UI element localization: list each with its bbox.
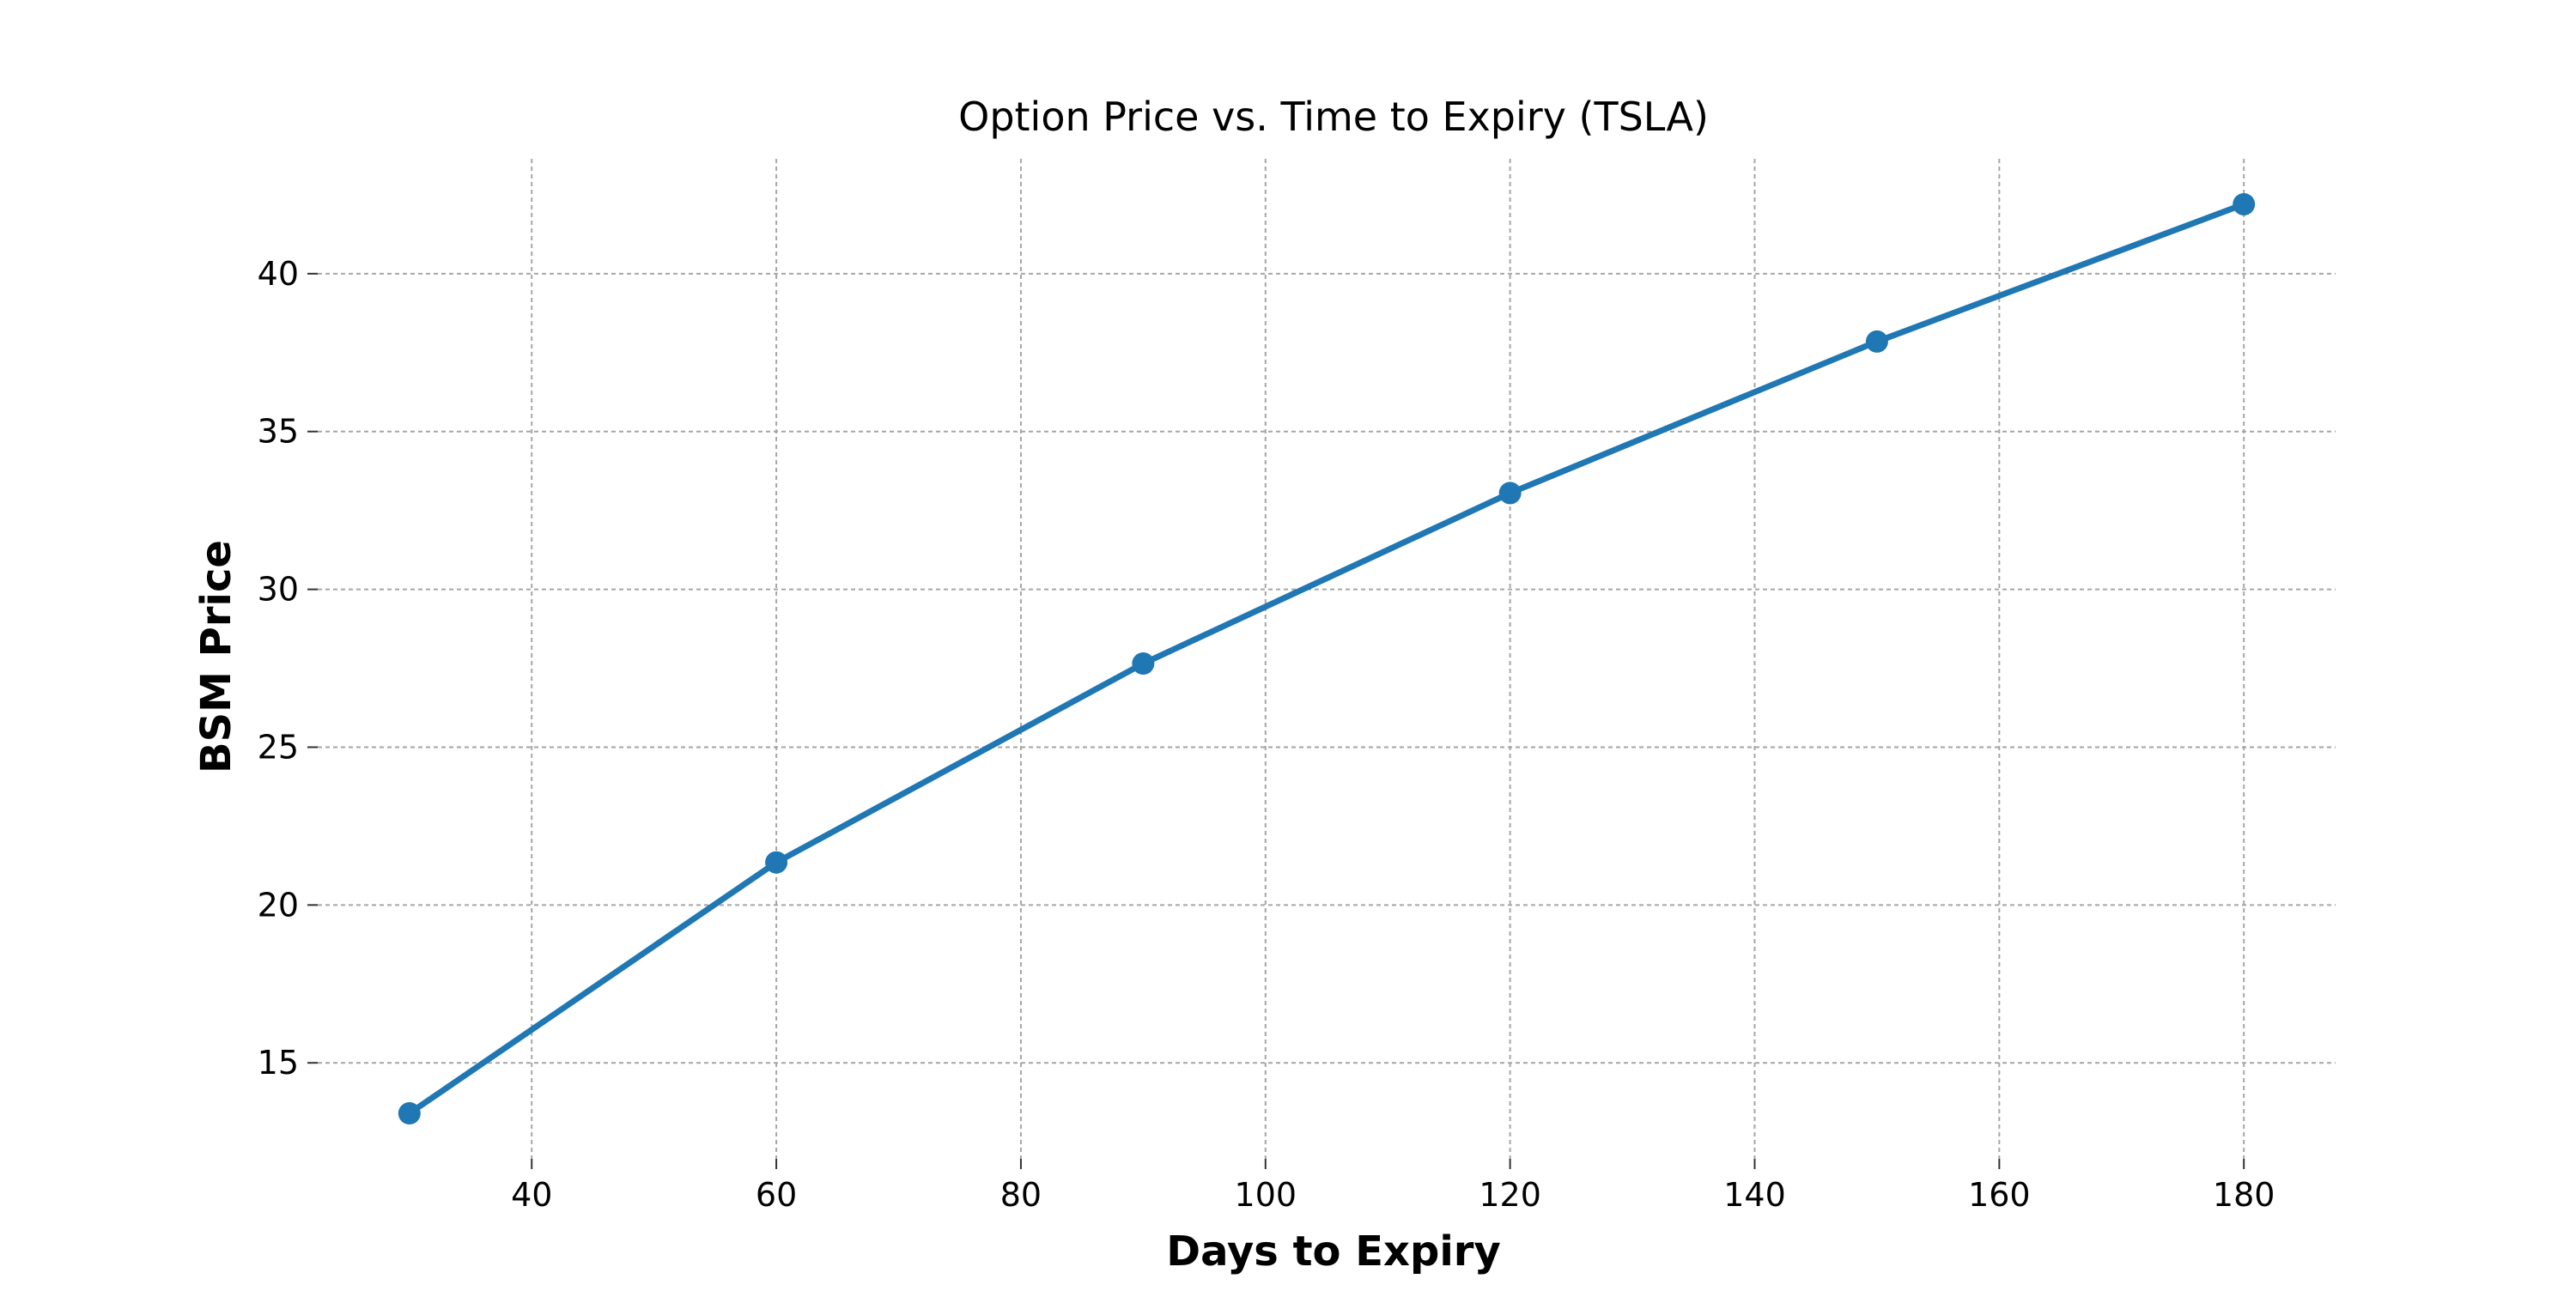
x-axis-label: Days to Expiry <box>1166 1227 1500 1276</box>
y-tick-label: 35 <box>258 413 299 451</box>
data-point <box>765 851 788 874</box>
data-point <box>2233 192 2256 215</box>
grid-layer <box>318 159 2336 1159</box>
y-tick-label: 20 <box>258 886 299 924</box>
x-tick-label: 80 <box>1000 1176 1042 1214</box>
x-tick-label: 140 <box>1723 1176 1786 1214</box>
data-point <box>1498 482 1522 505</box>
y-axis-label: BSM Price <box>192 540 240 773</box>
y-tick-label: 15 <box>258 1044 299 1082</box>
x-tick-label: 60 <box>756 1176 797 1214</box>
data-point <box>1865 330 1888 353</box>
x-tick-label: 180 <box>2213 1176 2275 1214</box>
x-tick-label: 120 <box>1479 1176 1541 1214</box>
x-tick-label: 160 <box>1968 1176 2031 1214</box>
series-line <box>406 201 2247 1117</box>
y-tick-label: 30 <box>258 571 299 609</box>
x-tick-label: 100 <box>1235 1176 1297 1214</box>
series-layer <box>398 192 2256 1125</box>
x-tick-label: 40 <box>511 1176 552 1214</box>
y-tick-label: 40 <box>258 255 299 293</box>
y-tick-label: 25 <box>258 728 299 766</box>
data-point <box>1132 652 1155 676</box>
chart-title: Option Price vs. Time to Expiry (TSLA) <box>958 94 1709 140</box>
data-point <box>398 1102 421 1125</box>
tick-layer: 40 60 80 100 120 140 160 180 15 20 25 30 35 40 <box>258 255 2275 1214</box>
